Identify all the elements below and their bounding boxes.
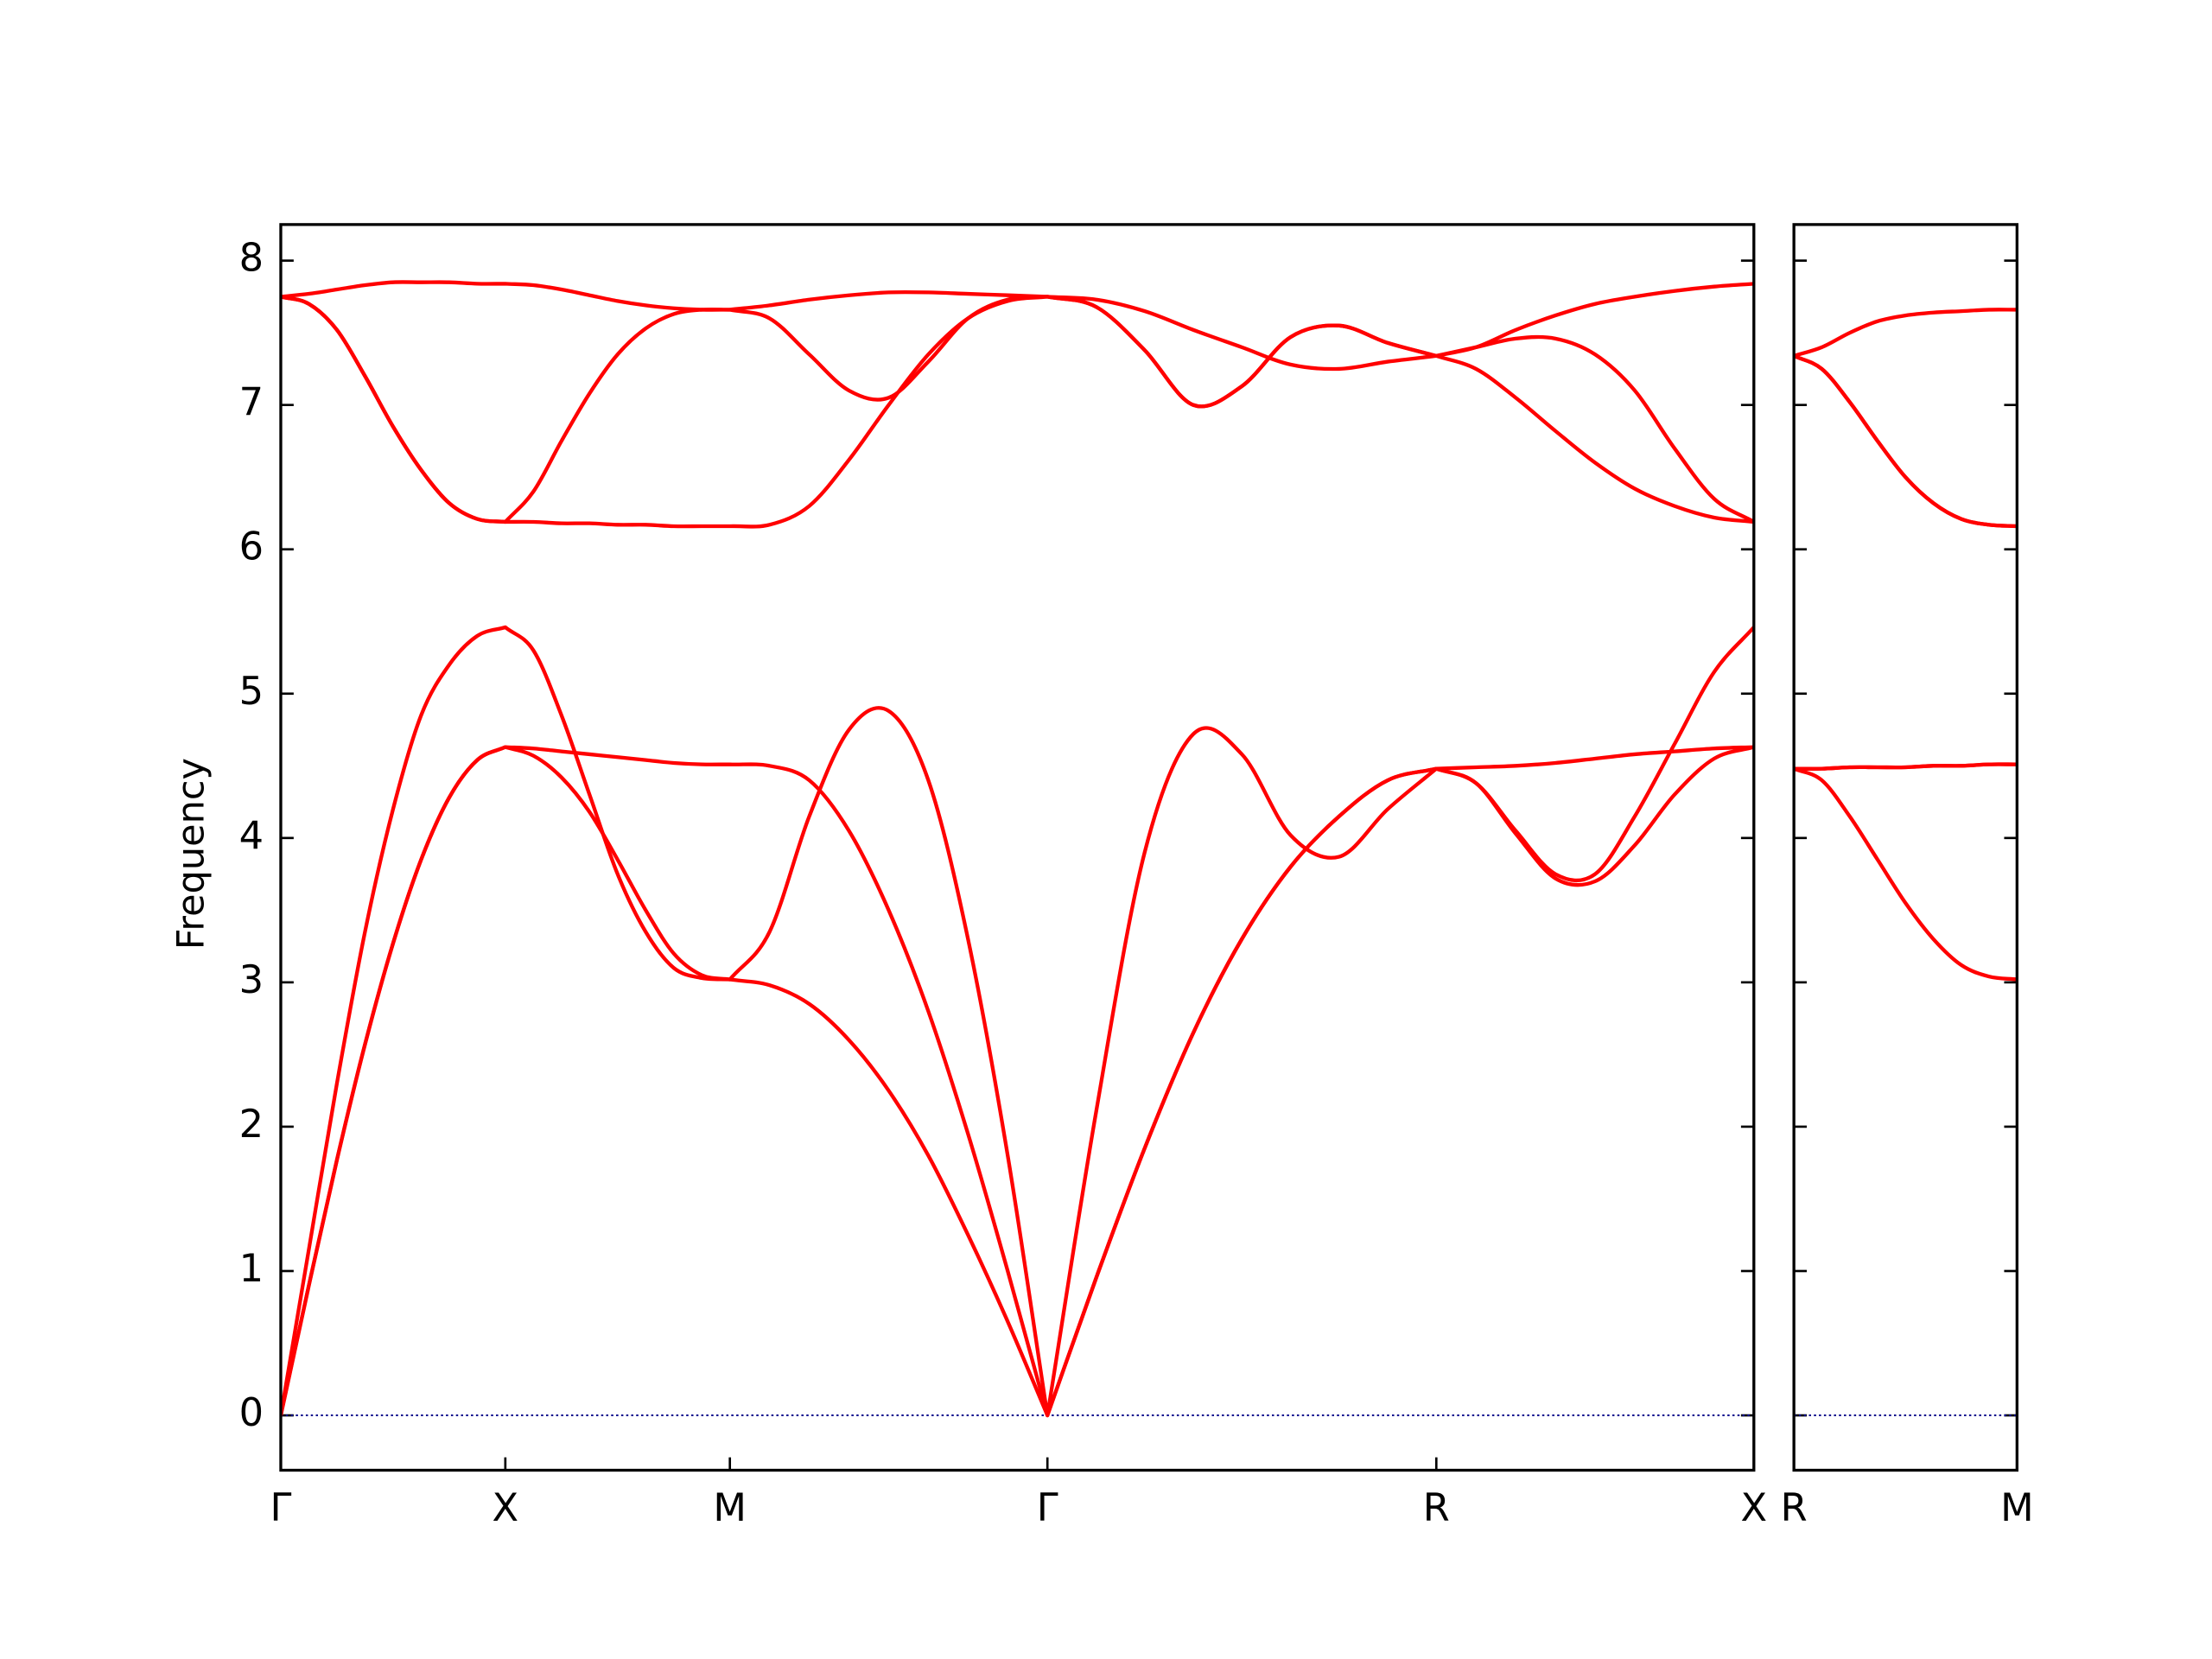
plot-frame: [1792, 223, 2019, 1472]
band-line: [280, 745, 1754, 1418]
band-line: [280, 625, 1754, 1418]
y-tick-label: 3: [239, 957, 264, 1002]
band-line: [1794, 353, 2018, 529]
x-tick-label: Γ: [1037, 1485, 1058, 1530]
band-line: [1794, 762, 2018, 771]
x-tick-label: R: [1423, 1485, 1450, 1530]
band-line: [280, 280, 1754, 372]
band-line: [280, 745, 1754, 1418]
y-tick-label: 5: [239, 669, 264, 714]
y-tick-label: 1: [239, 1246, 264, 1291]
y-axis-label: Frequency: [170, 758, 213, 950]
band-line: [280, 295, 1754, 529]
band-line: [280, 295, 1754, 524]
y-tick-label: 6: [239, 524, 264, 569]
y-tick-label: 4: [239, 813, 264, 858]
x-tick-label: R: [1781, 1485, 1808, 1530]
y-tick-label: 7: [239, 380, 264, 425]
x-tick-label: X: [493, 1485, 519, 1530]
x-tick-label: M: [2000, 1485, 2034, 1530]
x-tick-label: M: [713, 1485, 747, 1530]
y-tick-label: 8: [239, 236, 264, 281]
band-line: [1794, 766, 2018, 982]
x-tick-label: Γ: [270, 1485, 292, 1530]
band-line: [1794, 353, 2018, 529]
panel: 0 1 2 3 4 5 6 7 8 Γ X M Γ R X: [239, 223, 1767, 1530]
y-tick-label: 2: [239, 1102, 264, 1147]
band-line: [1794, 308, 2018, 358]
y-tick-label: 0: [239, 1390, 264, 1435]
plot-frame: [279, 223, 1756, 1472]
x-tick-label: X: [1740, 1485, 1767, 1530]
